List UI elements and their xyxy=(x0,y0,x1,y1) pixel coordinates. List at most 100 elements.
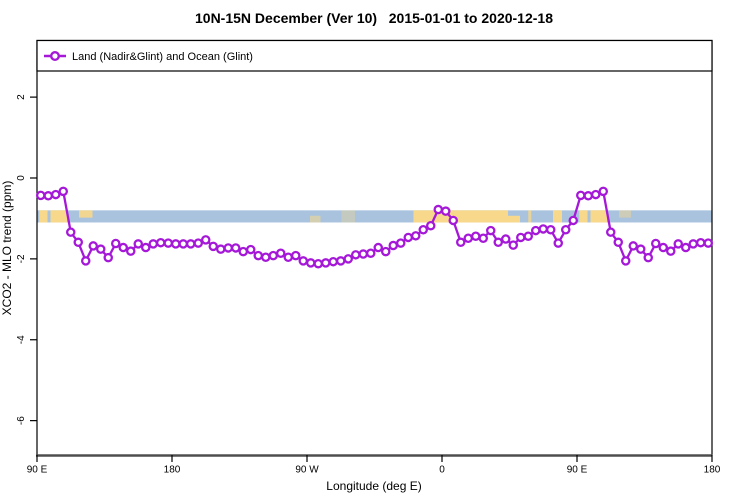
data-point-marker xyxy=(643,252,654,263)
data-point-marker xyxy=(433,204,443,215)
x-axis-title: Longitude (deg E) xyxy=(326,479,421,493)
data-point-marker xyxy=(455,237,466,248)
y-tick-label: -2 xyxy=(16,254,27,263)
data-point-marker xyxy=(628,241,639,251)
data-point-marker xyxy=(43,191,54,201)
data-point-marker xyxy=(493,237,503,248)
x-tick-label: 180 xyxy=(704,465,721,476)
data-point-marker xyxy=(343,254,353,264)
legend-marker-icon xyxy=(44,51,66,62)
data-point-marker xyxy=(388,240,398,251)
data-point-marker xyxy=(290,250,301,261)
data-point-marker xyxy=(148,239,158,249)
data-point-marker xyxy=(508,240,518,250)
data-point-marker xyxy=(440,206,451,216)
data-point-marker xyxy=(320,258,331,268)
plot-area: 90 E 180 90 W 0 90 E 180 2 0 -2 -4 -6 xyxy=(16,39,721,476)
data-point-marker xyxy=(598,186,609,197)
data-point-marker xyxy=(170,239,181,249)
data-point-marker xyxy=(365,248,376,258)
data-point-marker xyxy=(485,225,496,236)
data-point-marker xyxy=(88,241,99,251)
x-tick-label: 90 W xyxy=(295,465,319,476)
land-patch xyxy=(619,210,631,218)
data-point-marker xyxy=(140,242,151,253)
data-point-marker xyxy=(298,256,308,266)
data-point-marker xyxy=(275,248,286,258)
land-patch xyxy=(341,210,355,223)
data-point-marker xyxy=(418,225,428,235)
data-point-marker xyxy=(516,232,526,243)
y-tick-label: 0 xyxy=(16,175,27,181)
land-patch xyxy=(39,210,48,223)
y-tick-label: 2 xyxy=(16,94,27,100)
data-point-marker xyxy=(561,225,571,235)
data-point-marker xyxy=(268,250,278,261)
data-point-marker xyxy=(185,239,196,249)
data-point-marker xyxy=(606,227,616,237)
data-point-marker xyxy=(395,238,406,248)
data-point-marker xyxy=(200,235,211,245)
y-axis-title: XCO2 - MLO trend (ppm) xyxy=(0,181,14,316)
data-point-marker xyxy=(380,246,391,257)
y-tick-label: -6 xyxy=(16,416,27,425)
data-point-marker xyxy=(546,225,556,235)
data-point-marker xyxy=(403,232,413,243)
chart-title: 10N-15N December (Ver 10) 2015-01-01 to … xyxy=(195,10,553,26)
data-point-marker xyxy=(703,238,714,248)
data-point-marker xyxy=(478,233,488,243)
land-patch xyxy=(413,210,508,223)
data-point-marker xyxy=(613,237,624,248)
data-point-marker xyxy=(163,238,173,248)
data-point-marker xyxy=(328,256,338,267)
data-point-marker xyxy=(118,242,129,253)
data-point-marker xyxy=(66,227,76,237)
data-point-marker xyxy=(305,258,316,268)
data-point-marker xyxy=(51,189,61,200)
land-patch xyxy=(50,210,67,223)
data-point-marker xyxy=(688,239,699,249)
data-point-marker xyxy=(358,249,368,259)
data-point-marker xyxy=(523,231,534,241)
data-point-marker xyxy=(500,234,511,244)
land-patch xyxy=(528,210,532,223)
data-point-marker xyxy=(681,242,691,253)
data-point-marker xyxy=(673,239,684,249)
data-point-marker xyxy=(538,224,549,234)
x-tick-label: 180 xyxy=(164,465,181,476)
data-point-marker xyxy=(208,241,218,252)
data-point-marker xyxy=(193,238,203,248)
data-point-marker xyxy=(260,252,271,263)
data-point-marker xyxy=(155,237,166,248)
data-point-marker xyxy=(178,239,188,249)
data-point-marker xyxy=(651,238,661,249)
data-point-marker xyxy=(350,250,361,260)
data-point-marker xyxy=(531,225,541,236)
data-point-marker xyxy=(425,220,436,231)
data-point-marker xyxy=(591,189,601,200)
data-point-marker xyxy=(313,258,323,269)
data-point-marker xyxy=(238,246,248,257)
data-point-marker xyxy=(126,246,136,256)
data-point-marker xyxy=(463,233,473,243)
data-point-marker xyxy=(58,186,69,197)
data-point-marker xyxy=(576,190,586,201)
data-point-marker xyxy=(133,239,143,249)
x-tick-label: 90 E xyxy=(27,465,48,476)
data-point-marker xyxy=(636,244,646,254)
land-patch xyxy=(590,210,607,223)
data-point-marker xyxy=(283,252,293,263)
data-point-marker xyxy=(448,215,458,226)
legend-label: Land (Nadir&Glint) and Ocean (Glint) xyxy=(72,51,253,63)
y-tick-label: -4 xyxy=(16,335,27,344)
data-point-marker xyxy=(553,238,564,248)
data-point-marker xyxy=(470,231,481,241)
data-point-marker xyxy=(568,215,579,226)
x-tick-label: 0 xyxy=(439,465,445,476)
data-point-marker xyxy=(696,237,706,248)
land-patch xyxy=(310,215,321,223)
land-patch xyxy=(79,210,93,218)
data-point-marker xyxy=(583,191,594,201)
